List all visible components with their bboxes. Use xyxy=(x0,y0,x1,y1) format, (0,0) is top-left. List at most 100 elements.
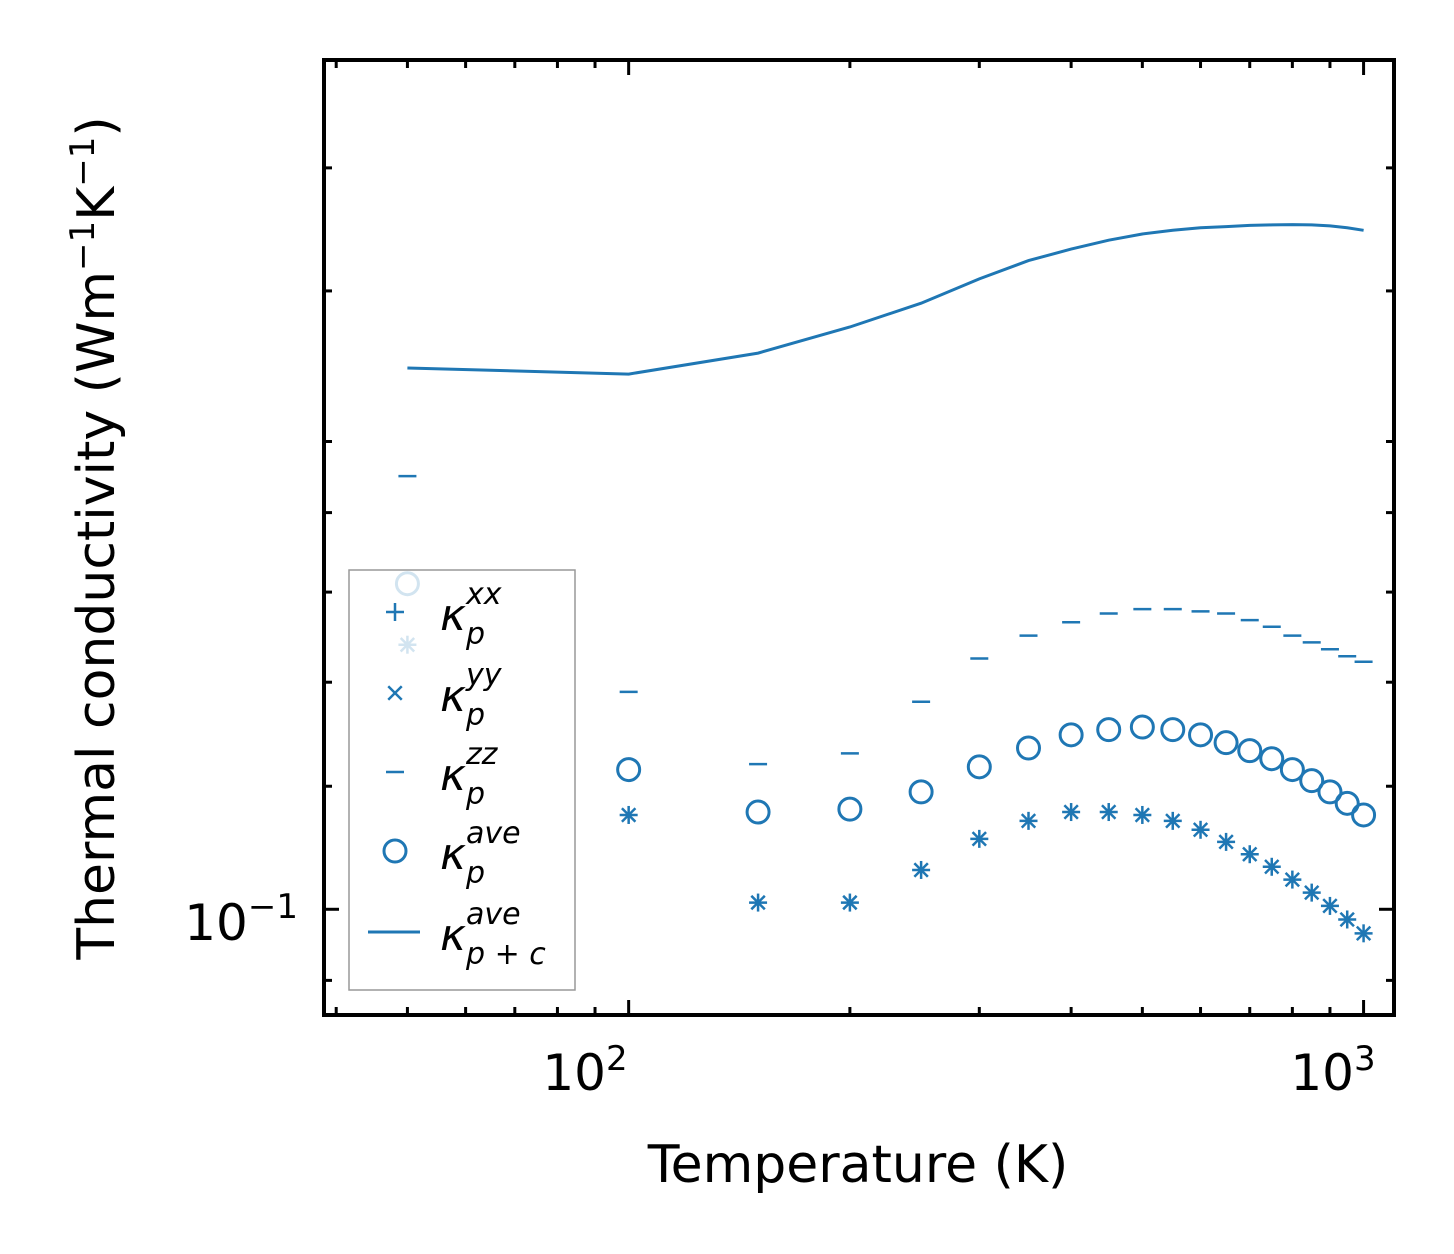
legend-entry: κxx p xyxy=(386,577,502,652)
legend-symbol: κ xyxy=(440,590,466,641)
data-point xyxy=(1284,871,1300,888)
data-point-b xyxy=(1284,871,1300,888)
data-point xyxy=(1334,790,1360,816)
legend-symbol: κ xyxy=(440,750,466,801)
y-tick-label-0.1: 10−1 xyxy=(184,887,298,952)
data-point xyxy=(1259,746,1285,772)
data-point-b xyxy=(971,831,987,847)
x-tick-base: 10 xyxy=(542,1044,606,1102)
legend-superscript: ave xyxy=(466,897,521,932)
x-tick-base: 10 xyxy=(1290,1044,1354,1102)
series-line xyxy=(407,223,1364,376)
legend-subscript: p + c xyxy=(465,937,546,972)
data-point-b xyxy=(1192,822,1209,838)
data-point xyxy=(1096,717,1122,743)
data-point-b xyxy=(1218,834,1234,850)
data-point-b xyxy=(1355,925,1372,941)
legend-subscript: p xyxy=(465,777,485,812)
legend-symbol: κ xyxy=(440,829,466,880)
data-point xyxy=(842,894,858,911)
series-layer xyxy=(394,223,1377,943)
legend-label: κxx p xyxy=(440,577,502,652)
data-point xyxy=(1016,735,1042,761)
data-point xyxy=(1339,911,1355,928)
data-point-b xyxy=(1264,859,1280,875)
x-tick-exp: 2 xyxy=(606,1039,628,1079)
legend-superscript: xx xyxy=(465,577,502,612)
data-point xyxy=(1304,884,1320,901)
legend-marker xyxy=(382,838,408,864)
y-minor-ticks xyxy=(324,166,1394,982)
data-point xyxy=(1317,779,1343,805)
x-axis-label: Temperature (K) xyxy=(647,1135,1069,1195)
data-point xyxy=(1134,807,1150,823)
y-tick-base: 10 xyxy=(184,894,248,952)
y-axis-label: Thermal conductivity (Wm−1K−1) xyxy=(63,116,127,960)
data-point-b xyxy=(1304,884,1320,901)
series-yy-x xyxy=(399,637,1372,941)
data-point xyxy=(745,799,771,825)
data-point xyxy=(1188,722,1214,748)
legend-label: κave p xyxy=(440,816,521,891)
data-point-b xyxy=(1101,804,1117,820)
legend-label: κzz p xyxy=(440,737,499,812)
data-point xyxy=(1237,738,1263,764)
legend-entry: κyy p xyxy=(387,658,503,733)
legend-marker xyxy=(386,603,404,621)
data-point xyxy=(1299,768,1325,794)
legend-box xyxy=(348,569,576,991)
series-zz-hline xyxy=(398,474,1373,766)
data-point xyxy=(1264,859,1280,875)
data-point xyxy=(616,757,642,783)
data-point xyxy=(1213,730,1239,756)
data-point xyxy=(971,831,987,847)
series-ave-line xyxy=(407,223,1364,376)
x-tick-label-100: 102 xyxy=(542,1039,627,1102)
legend-subscript: p xyxy=(465,698,485,733)
y-axis-label-exp1: −1 xyxy=(63,221,103,271)
data-point-b xyxy=(1165,813,1181,829)
data-point xyxy=(908,779,934,805)
legend-symbol: κ xyxy=(440,910,466,961)
data-point xyxy=(913,862,929,878)
data-point xyxy=(837,796,863,822)
legend-entry: κave p xyxy=(382,816,521,891)
data-point-b xyxy=(913,862,929,878)
legend-superscript: ave xyxy=(466,816,521,851)
data-point xyxy=(1063,804,1079,820)
x-minor-ticks xyxy=(334,60,1332,1015)
data-point xyxy=(1242,846,1258,862)
data-point xyxy=(1355,925,1372,941)
data-point-b xyxy=(750,894,766,911)
data-point xyxy=(621,807,637,823)
data-point xyxy=(1322,898,1338,914)
data-point xyxy=(750,894,766,911)
data-point-b xyxy=(1339,911,1355,928)
data-point xyxy=(966,754,992,780)
legend-symbol: κ xyxy=(440,671,466,722)
legend-marker xyxy=(387,685,403,701)
data-point xyxy=(1129,714,1155,740)
legend-superscript: zz xyxy=(465,737,499,772)
data-point xyxy=(1218,834,1234,850)
data-point xyxy=(1279,757,1305,783)
y-axis-label-exp2: −1 xyxy=(63,137,103,187)
legend-marker-b xyxy=(387,685,403,701)
data-point xyxy=(1020,813,1037,829)
data-point xyxy=(1058,722,1084,748)
data-point-b xyxy=(1134,807,1150,823)
legend-superscript: yy xyxy=(465,658,503,693)
y-tick-exp: −1 xyxy=(248,887,298,927)
y-axis-label-close: ) xyxy=(67,116,127,136)
data-point xyxy=(1165,813,1181,829)
legend-subscript: p xyxy=(465,617,485,652)
legend-label: κyy p xyxy=(440,658,503,733)
data-point xyxy=(1160,717,1186,743)
x-tick-label-1000: 103 xyxy=(1290,1039,1375,1102)
legend-subscript: p xyxy=(465,856,485,891)
x-major-ticks xyxy=(627,60,1366,1015)
legend-entry: κzz p xyxy=(386,737,499,812)
